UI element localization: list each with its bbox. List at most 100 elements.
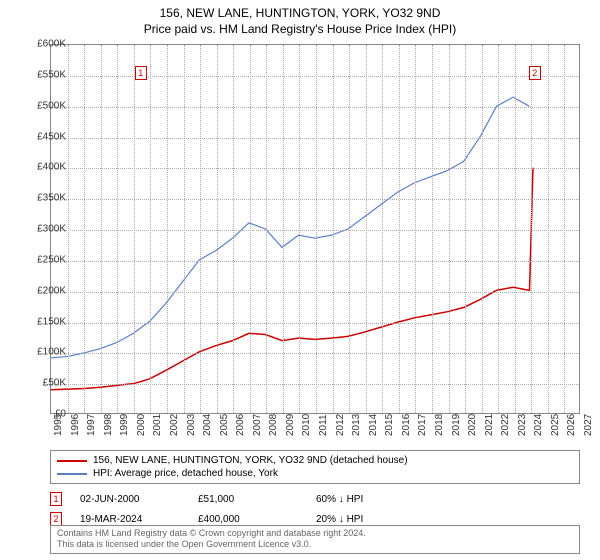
gridline-h: [51, 107, 579, 108]
legend-swatch-hpi: [57, 473, 87, 475]
gridline-h: [51, 76, 579, 77]
sale-delta-1: 60% ↓ HPI: [316, 494, 416, 505]
chart-svg: [51, 45, 579, 413]
gridline-v: [233, 45, 234, 413]
gridline-v: [415, 45, 416, 413]
y-axis-label: £400K: [26, 162, 66, 173]
x-axis-label: 2003: [186, 414, 197, 436]
gridline-v: [266, 45, 267, 413]
legend-label-price: 156, NEW LANE, HUNTINGTON, YORK, YO32 9N…: [93, 455, 408, 466]
x-axis-label: 2021: [484, 414, 495, 436]
y-axis-label: £50K: [26, 378, 66, 389]
gridline-h: [51, 261, 579, 262]
y-axis-label: £300K: [26, 224, 66, 235]
gridline-h: [51, 199, 579, 200]
x-axis-label: 2027: [583, 414, 594, 436]
chart-marker: 1: [135, 66, 147, 80]
x-axis-label: 1997: [86, 414, 97, 436]
x-axis-label: 2014: [368, 414, 379, 436]
legend-row-hpi: HPI: Average price, detached house, York: [57, 467, 573, 480]
gridline-v: [366, 45, 367, 413]
page-subtitle: Price paid vs. HM Land Registry's House …: [0, 20, 600, 36]
x-axis-label: 2007: [252, 414, 263, 436]
footer: Contains HM Land Registry data © Crown c…: [50, 525, 580, 554]
gridline-v: [250, 45, 251, 413]
gridline-v: [333, 45, 334, 413]
gridline-v: [482, 45, 483, 413]
gridline-v: [316, 45, 317, 413]
x-axis-label: 2023: [517, 414, 528, 436]
sale-date-2: 19-MAR-2024: [80, 514, 180, 525]
footer-line-2: This data is licensed under the Open Gov…: [57, 539, 573, 551]
x-axis-label: 2011: [318, 414, 329, 436]
gridline-v: [84, 45, 85, 413]
gridline-h: [51, 384, 579, 385]
x-axis-label: 2019: [451, 414, 462, 436]
sale-delta-2: 20% ↓ HPI: [316, 514, 416, 525]
gridline-v: [68, 45, 69, 413]
x-axis-label: 1998: [103, 414, 114, 436]
gridline-v: [117, 45, 118, 413]
gridline-v: [548, 45, 549, 413]
x-axis-label: 2018: [434, 414, 445, 436]
x-axis-label: 2024: [533, 414, 544, 436]
x-axis-label: 2020: [467, 414, 478, 436]
x-axis-label: 2015: [384, 414, 395, 436]
x-axis-label: 1996: [70, 414, 81, 436]
gridline-v: [299, 45, 300, 413]
x-axis-label: 2012: [335, 414, 346, 436]
x-axis-label: 2022: [500, 414, 511, 436]
y-axis-label: £600K: [26, 39, 66, 50]
sale-price-1: £51,000: [198, 494, 298, 505]
gridline-v: [564, 45, 565, 413]
gridline-v: [449, 45, 450, 413]
x-axis-label: 2005: [219, 414, 230, 436]
sale-date-1: 02-JUN-2000: [80, 494, 180, 505]
gridline-v: [465, 45, 466, 413]
x-axis-label: 2026: [566, 414, 577, 436]
gridline-v: [531, 45, 532, 413]
chart-container: 156, NEW LANE, HUNTINGTON, YORK, YO32 9N…: [0, 0, 600, 560]
x-axis-label: 1999: [119, 414, 130, 436]
x-axis-label: 1995: [53, 414, 64, 436]
gridline-v: [349, 45, 350, 413]
gridline-h: [51, 323, 579, 324]
gridline-v: [515, 45, 516, 413]
y-axis-label: £100K: [26, 347, 66, 358]
y-axis-label: £550K: [26, 69, 66, 80]
gridline-v: [217, 45, 218, 413]
x-axis-label: 2010: [301, 414, 312, 436]
x-axis-label: 2004: [202, 414, 213, 436]
gridline-v: [167, 45, 168, 413]
x-axis-label: 2016: [401, 414, 412, 436]
gridline-h: [51, 353, 579, 354]
x-axis-label: 2008: [268, 414, 279, 436]
y-axis-label: £250K: [26, 254, 66, 265]
chart-marker: 2: [529, 66, 541, 80]
sale-row-1: 1 02-JUN-2000 £51,000 60% ↓ HPI: [50, 492, 580, 506]
legend-label-hpi: HPI: Average price, detached house, York: [93, 468, 278, 479]
y-axis-label: £150K: [26, 316, 66, 327]
legend: 156, NEW LANE, HUNTINGTON, YORK, YO32 9N…: [50, 450, 580, 484]
x-axis-label: 2009: [285, 414, 296, 436]
x-axis-label: 2006: [235, 414, 246, 436]
gridline-v: [134, 45, 135, 413]
gridline-v: [498, 45, 499, 413]
gridline-v: [200, 45, 201, 413]
page-title: 156, NEW LANE, HUNTINGTON, YORK, YO32 9N…: [0, 0, 600, 20]
x-axis-label: 2017: [417, 414, 428, 436]
x-axis-label: 2001: [152, 414, 163, 436]
gridline-v: [283, 45, 284, 413]
gridline-h: [51, 168, 579, 169]
gridline-v: [382, 45, 383, 413]
y-axis-label: £500K: [26, 100, 66, 111]
footer-line-1: Contains HM Land Registry data © Crown c…: [57, 528, 573, 540]
chart-plot-area: 12: [50, 44, 580, 414]
y-axis-label: £200K: [26, 285, 66, 296]
gridline-v: [184, 45, 185, 413]
gridline-h: [51, 230, 579, 231]
y-axis-label: £350K: [26, 193, 66, 204]
legend-row-price: 156, NEW LANE, HUNTINGTON, YORK, YO32 9N…: [57, 454, 573, 467]
x-axis-label: 2002: [169, 414, 180, 436]
gridline-h: [51, 292, 579, 293]
